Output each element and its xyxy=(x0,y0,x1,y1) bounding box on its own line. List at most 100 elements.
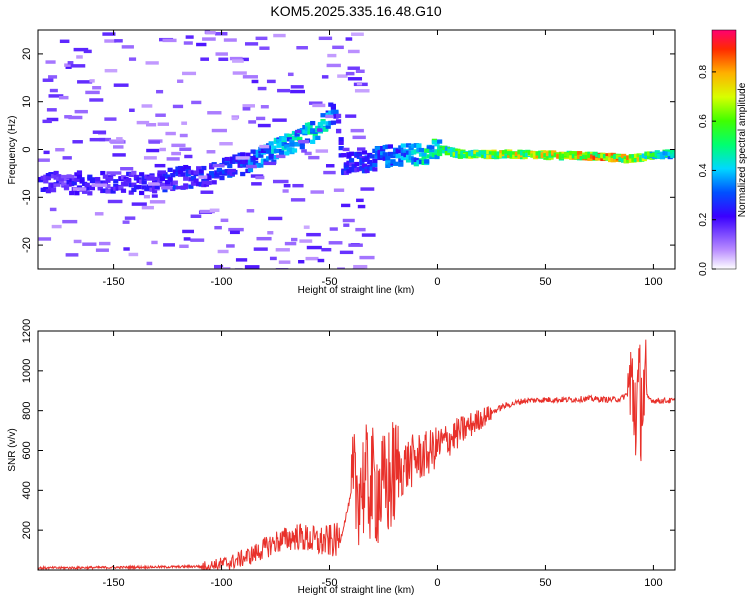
heatmap-cell xyxy=(122,220,130,224)
heatmap-cell xyxy=(321,247,332,252)
heatmap-cell xyxy=(163,243,175,247)
heatmap-cell xyxy=(350,128,364,133)
heatmap-cell xyxy=(177,79,184,83)
heatmap-cell xyxy=(355,69,365,73)
heatmap-cell xyxy=(337,74,348,78)
heatmap-cell xyxy=(246,209,255,213)
heatmap-cell xyxy=(232,154,238,159)
heatmap-cell xyxy=(291,148,298,153)
heatmap-cell xyxy=(87,174,93,179)
heatmap-cell xyxy=(298,259,305,264)
heatmap-cell xyxy=(165,131,176,136)
heatmap-cell xyxy=(206,173,212,178)
y-tick-label: 200 xyxy=(21,521,33,539)
heatmap-cell xyxy=(421,156,427,161)
heatmap-cell xyxy=(110,189,116,194)
heatmap-cell xyxy=(202,180,212,185)
heatmap-cell xyxy=(286,133,292,139)
x-tick-label: -50 xyxy=(322,276,338,288)
heatmap-cell xyxy=(346,169,352,174)
heatmap-cell xyxy=(196,42,207,47)
heatmap-cell xyxy=(310,190,324,194)
heatmap-cell xyxy=(128,57,137,61)
heatmap-cell xyxy=(268,154,274,159)
heatmap-cell xyxy=(172,104,184,109)
heatmap-cell xyxy=(53,183,61,187)
heatmap-cell xyxy=(190,214,202,218)
heatmap-cell xyxy=(71,181,77,186)
heatmap-cell xyxy=(345,71,355,76)
y-tick-label: -10 xyxy=(21,189,33,205)
heatmap-cell xyxy=(55,147,65,152)
heatmap-cell xyxy=(670,149,675,155)
heatmap-cell xyxy=(621,153,627,159)
heatmap-cell xyxy=(341,203,351,208)
heatmap-cell xyxy=(184,154,193,159)
heatmap-cell xyxy=(361,163,368,168)
heatmap-cell xyxy=(167,177,173,182)
heatmap-cell xyxy=(113,179,119,184)
heatmap-cell xyxy=(287,72,294,77)
heatmap-cell xyxy=(125,177,132,182)
heatmap-cell xyxy=(335,113,342,119)
heatmap-cell xyxy=(107,176,114,181)
heatmap-cells xyxy=(38,30,675,269)
heatmap-cell xyxy=(224,156,230,162)
heatmap-cell xyxy=(49,207,57,212)
heatmap-cell xyxy=(182,71,197,76)
heatmap-cell xyxy=(303,225,310,229)
heatmap-cell xyxy=(276,138,282,144)
heatmap-cell xyxy=(157,170,167,174)
heatmap-cell xyxy=(170,173,176,178)
heatmap-cell xyxy=(256,116,266,121)
heatmap-cell xyxy=(335,119,342,124)
heatmap-cell xyxy=(49,88,58,93)
heatmap-cell xyxy=(128,252,139,257)
heatmap-cell xyxy=(290,85,304,89)
heatmap-cell xyxy=(114,39,123,43)
heatmap-cell xyxy=(143,194,150,199)
heatmap-cell xyxy=(179,147,192,151)
heatmap-cell xyxy=(76,55,83,59)
heatmap-cell xyxy=(146,184,153,189)
y-tick-label: 10 xyxy=(21,96,33,108)
heatmap-cell xyxy=(220,218,229,223)
heatmap-cell xyxy=(159,176,165,182)
heatmap-cell xyxy=(335,128,342,134)
heatmap-cell xyxy=(185,35,194,39)
heatmap-cell xyxy=(141,205,154,210)
heatmap-cell xyxy=(258,153,264,158)
heatmap-cell xyxy=(333,188,345,192)
heatmap-cell xyxy=(175,185,188,190)
heatmap-cell xyxy=(154,184,160,190)
heatmap-cell xyxy=(42,119,52,124)
heatmap-cell xyxy=(151,194,158,198)
heatmap-cell xyxy=(315,125,321,131)
heatmap-cell xyxy=(320,120,326,125)
heatmap-cell xyxy=(321,75,329,79)
heatmap-cell xyxy=(672,152,675,157)
heatmap-cell xyxy=(291,237,298,242)
heatmap-cell xyxy=(141,180,147,185)
heatmap-cell xyxy=(347,77,363,81)
heatmap-cell xyxy=(179,133,188,138)
heatmap-cell xyxy=(395,148,401,153)
heatmap-cell xyxy=(346,154,352,159)
heatmap-cell xyxy=(278,148,285,154)
snr-series-line xyxy=(38,339,675,570)
heatmap-cell xyxy=(227,163,233,169)
heatmap-cell xyxy=(323,170,336,175)
x-tick-label: 100 xyxy=(644,276,662,288)
colorbar-tick-label: 0.0 xyxy=(698,262,709,276)
heatmap-cell xyxy=(215,52,228,56)
heatmap-cell xyxy=(146,261,153,266)
heatmap-cell xyxy=(315,149,329,153)
heatmap-cell xyxy=(351,32,364,36)
heatmap-cell xyxy=(43,179,49,184)
heatmap-cell xyxy=(231,116,238,121)
heatmap-cell xyxy=(271,145,277,150)
heatmap-cell xyxy=(333,109,339,115)
heatmap-cell xyxy=(305,256,319,261)
